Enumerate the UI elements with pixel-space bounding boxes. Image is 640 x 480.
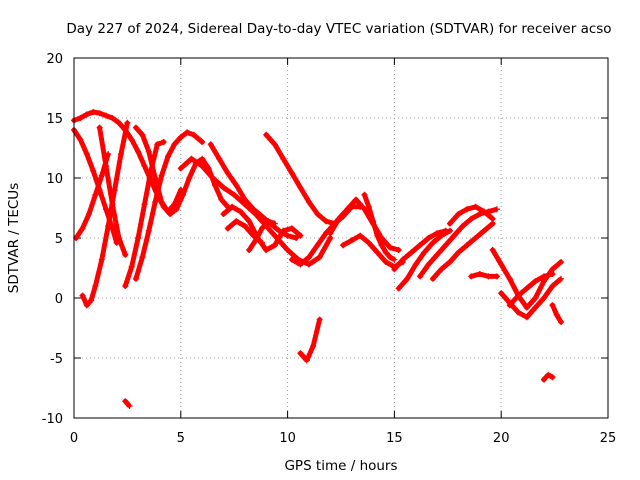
- series-trace: [541, 372, 555, 383]
- x-tick-label: 10: [279, 431, 296, 446]
- grid-lines: [74, 58, 608, 418]
- data-points: [71, 109, 565, 409]
- series-arc-g: [132, 129, 206, 282]
- series-trace: [133, 129, 205, 282]
- series-trace: [97, 125, 128, 258]
- series-arc-s: [361, 191, 398, 263]
- series-arc-y: [468, 271, 500, 280]
- series-trace: [507, 271, 555, 308]
- y-tick-label: 5: [55, 232, 63, 247]
- series-trace: [430, 221, 496, 282]
- y-tick-label: 15: [46, 112, 63, 127]
- y-tick-labels: -10 -5 0 5 10 15 20: [42, 52, 63, 427]
- series-trace: [327, 197, 402, 253]
- x-axis-title: GPS time / hours: [284, 458, 397, 474]
- series-arc-q: [327, 196, 402, 253]
- x-tick-labels: 0 5 10 15 20 25: [70, 431, 616, 446]
- series-trace: [396, 228, 453, 291]
- x-tick-label: 15: [386, 431, 403, 446]
- series-arc-w: [429, 220, 496, 282]
- series-trace: [263, 132, 355, 227]
- x-tick-label: 0: [70, 431, 78, 446]
- y-axis-title: SDTVAR / TECUs: [6, 183, 22, 293]
- y-tick-label: -5: [50, 352, 63, 367]
- series-trace: [447, 204, 496, 227]
- series-arc-h: [132, 124, 184, 215]
- series-trace: [297, 317, 323, 363]
- series-arc-n: [263, 131, 355, 227]
- series-trace: [73, 151, 111, 241]
- series-arc-c: [73, 151, 112, 241]
- series-trace: [246, 218, 278, 253]
- series-arc-ad: [540, 371, 556, 383]
- series-trace: [490, 247, 564, 311]
- y-tick-label: 20: [46, 52, 63, 67]
- x-tick-label: 5: [177, 431, 185, 446]
- y-tick-label: 10: [46, 172, 63, 187]
- series-arc-e: [96, 124, 129, 258]
- x-tick-label: 25: [600, 431, 617, 446]
- series-trace: [122, 398, 132, 409]
- series-arc-x: [446, 203, 496, 227]
- series-trace: [550, 302, 564, 325]
- series-trace: [122, 139, 167, 289]
- series-trace: [80, 120, 130, 308]
- series-arc-m: [246, 218, 278, 253]
- series-trace: [133, 125, 184, 215]
- series-arc-p: [297, 316, 323, 364]
- series-arc-ae: [122, 398, 133, 409]
- series-trace: [340, 233, 406, 270]
- series-trace: [391, 228, 449, 272]
- series-arc-b: [71, 127, 120, 246]
- series-trace: [468, 271, 500, 279]
- x-tick-label: 20: [493, 431, 510, 446]
- plot-frame: [73, 57, 609, 419]
- series-arc-ab: [506, 271, 556, 309]
- y-tick-label: -10: [42, 412, 63, 427]
- series-arc-ac: [549, 302, 565, 325]
- y-tick-label: 0: [55, 292, 63, 307]
- chart-title: Day 227 of 2024, Sidereal Day-to-day VTE…: [66, 21, 611, 37]
- series-arc-t: [391, 227, 449, 273]
- series-arc-u: [395, 227, 453, 292]
- series-trace: [362, 192, 397, 263]
- series-arc-d: [79, 119, 131, 309]
- series-trace: [71, 127, 120, 246]
